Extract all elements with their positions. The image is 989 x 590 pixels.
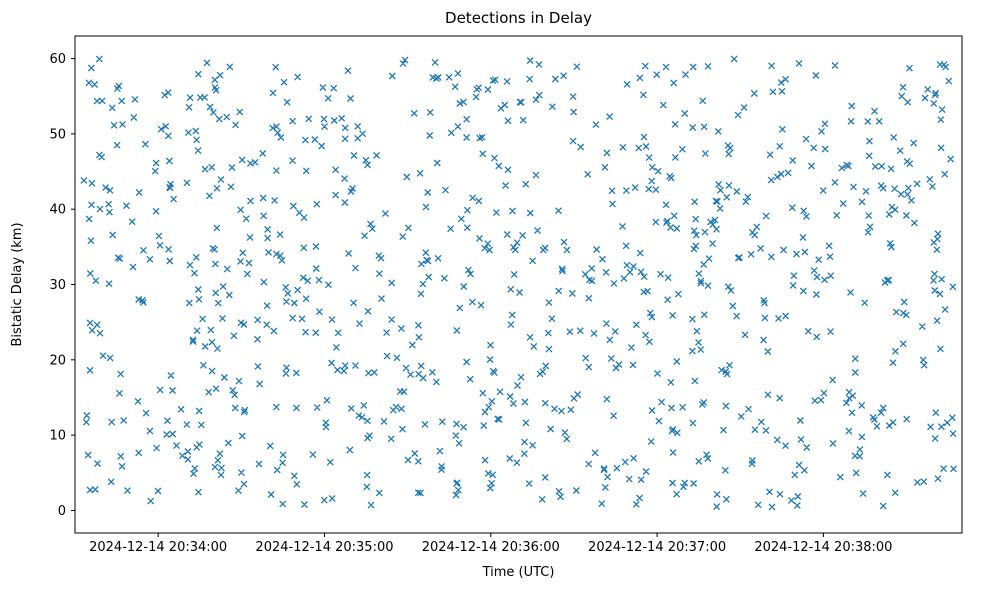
y-axis-label: Bistatic Delay (km) — [10, 222, 25, 346]
chart-title: Detections in Delay — [445, 9, 592, 27]
x-tick-label: 2024-12-14 20:36:00 — [422, 540, 560, 555]
x-tick-label: 2024-12-14 20:35:00 — [255, 540, 393, 555]
y-axis-ticks: 0 10 20 30 40 50 60 — [49, 52, 75, 519]
x-axis-ticks: 2024-12-14 20:34:00 2024-12-14 20:35:00 20… — [89, 533, 892, 555]
x-tick-label: 2024-12-14 20:38:00 — [754, 540, 892, 555]
y-tick-label: 40 — [49, 203, 66, 218]
y-tick-label: 60 — [49, 52, 66, 67]
y-tick-label: 30 — [49, 278, 66, 293]
x-tick-label: 2024-12-14 20:37:00 — [588, 540, 726, 555]
plot-border — [74, 35, 963, 534]
y-tick-label: 20 — [49, 353, 66, 368]
y-tick-label: 50 — [49, 127, 66, 142]
x-tick-label: 2024-12-14 20:34:00 — [89, 540, 227, 555]
scatter-points — [80, 55, 957, 511]
y-tick-label: 10 — [49, 429, 66, 444]
x-axis-label: Time (UTC) — [482, 565, 555, 580]
y-tick-label: 0 — [58, 504, 66, 519]
